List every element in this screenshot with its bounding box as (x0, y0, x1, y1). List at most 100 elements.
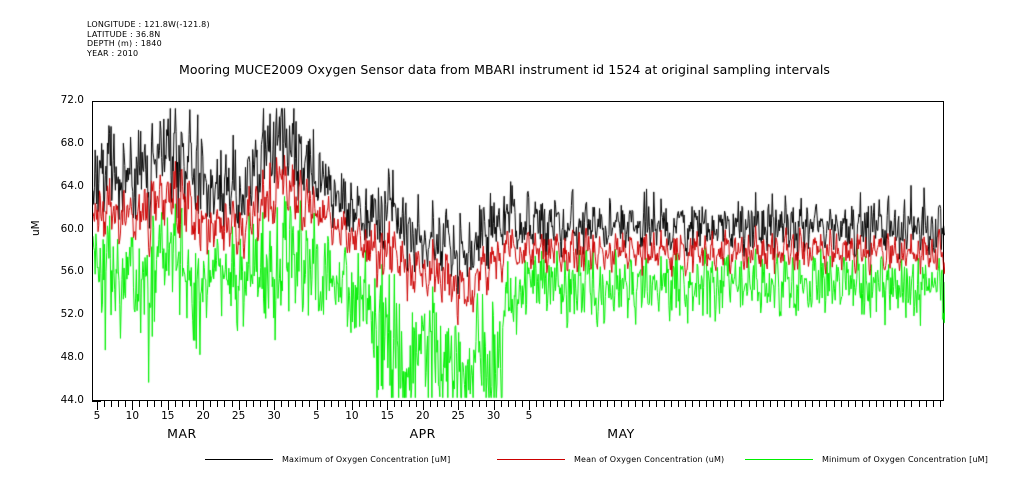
legend-entry: Mean of Oxygen Concentration (uM) (497, 452, 724, 466)
x-minor-tick (245, 401, 247, 407)
x-major-tick (351, 401, 353, 410)
x-minor-tick (840, 401, 842, 407)
x-major-tick (422, 401, 424, 410)
month-label: APR (409, 426, 436, 441)
x-minor-tick (932, 401, 934, 407)
legend-color-swatch (745, 458, 813, 460)
x-major-tick (167, 401, 169, 410)
x-minor-tick (408, 401, 410, 407)
y-tick-label: 56.0 (60, 265, 84, 278)
x-minor-tick (599, 401, 601, 407)
plot-frame (92, 101, 945, 402)
x-minor-tick (288, 401, 290, 407)
chart-legend: Maximum of Oxygen Concentration [uM] Mean… (0, 452, 1009, 468)
x-minor-tick (798, 401, 800, 407)
x-major-tick (274, 401, 275, 410)
x-major-tick (528, 401, 530, 410)
x-tick-label: 20 (196, 410, 210, 422)
y-tick-label: 60.0 (60, 222, 84, 235)
legend-entry: Minimum of Oxygen Concentration [uM] (745, 452, 988, 466)
metadata-year: YEAR : 2010 (87, 48, 139, 58)
x-minor-tick (776, 401, 778, 407)
x-minor-tick (451, 401, 453, 407)
x-minor-tick (139, 401, 141, 407)
x-minor-tick (153, 401, 155, 407)
x-minor-tick (649, 401, 651, 407)
chart-title: Mooring MUCE2009 Oxygen Sensor data from… (178, 62, 831, 77)
x-tick-label: 30 (267, 410, 281, 422)
x-minor-tick (174, 401, 176, 407)
x-minor-tick (925, 401, 927, 407)
x-minor-tick (748, 401, 750, 407)
x-minor-tick (514, 401, 516, 407)
y-axis-tick-labels: 72.0 68.0 64.0 60.0 56.0 52.0 48.0 44.0 (38, 0, 84, 504)
x-minor-tick (628, 401, 630, 407)
x-tick-label: 5 (313, 410, 320, 422)
x-minor-tick (337, 401, 339, 407)
x-minor-tick (344, 401, 346, 407)
x-minor-tick (125, 401, 127, 407)
legend-color-swatch (205, 458, 273, 460)
x-minor-tick (146, 401, 148, 407)
x-minor-tick (854, 401, 856, 407)
metadata-latitude: LATITUDE : 36.8N (87, 29, 161, 39)
x-minor-tick (691, 401, 693, 407)
x-minor-tick (302, 401, 304, 407)
x-minor-tick (210, 401, 212, 407)
station-metadata: LONGITUDE : 121.8W(-121.8) LATITUDE : 36… (87, 20, 210, 58)
x-tick-label: 10 (125, 410, 140, 422)
x-minor-tick (897, 401, 899, 407)
x-minor-tick (741, 401, 743, 407)
x-minor-tick (762, 401, 764, 407)
x-minor-tick (663, 401, 665, 407)
y-tick-label: 72.0 (60, 94, 84, 106)
x-minor-tick (465, 401, 467, 407)
x-minor-tick (868, 401, 870, 407)
legend-color-swatch (497, 458, 565, 460)
x-minor-tick (656, 401, 658, 407)
x-minor-tick (904, 401, 906, 407)
x-minor-tick (564, 401, 566, 407)
x-major-tick (493, 401, 495, 410)
x-tick-label: 15 (380, 410, 395, 422)
x-minor-tick (826, 401, 828, 407)
x-minor-tick (104, 401, 106, 407)
x-minor-tick (231, 401, 233, 407)
x-minor-tick (918, 401, 920, 407)
x-minor-tick (606, 401, 608, 407)
legend-label: Minimum of Oxygen Concentration [uM] (822, 454, 989, 464)
x-minor-tick (217, 401, 219, 407)
x-minor-tick (791, 401, 793, 407)
x-minor-tick (847, 401, 849, 407)
x-minor-tick (805, 401, 807, 407)
x-major-tick (238, 401, 240, 410)
x-minor-tick (160, 401, 162, 407)
x-minor-tick (118, 401, 120, 407)
x-minor-tick (734, 401, 736, 407)
x-minor-tick (769, 401, 771, 407)
x-tick-label: 5 (525, 410, 533, 422)
x-minor-tick (443, 401, 445, 407)
x-minor-tick (783, 401, 785, 407)
x-major-tick (458, 401, 460, 410)
x-minor-tick (592, 401, 594, 407)
metadata-depth: DEPTH (m) : 1840 (87, 39, 162, 49)
x-minor-tick (635, 401, 637, 407)
x-minor-tick (642, 401, 644, 407)
x-tick-label: 20 (416, 410, 430, 422)
y-tick-label: 48.0 (60, 351, 84, 364)
x-minor-tick (266, 401, 268, 407)
x-minor-tick (380, 401, 382, 407)
x-minor-tick (415, 401, 417, 407)
x-minor-tick (670, 401, 672, 407)
x-minor-tick (224, 401, 226, 407)
x-minor-tick (571, 401, 573, 407)
x-minor-tick (196, 401, 198, 407)
x-minor-tick (578, 401, 580, 407)
month-label: MAY (607, 426, 635, 441)
legend-entry: Maximum of Oxygen Concentration [uM] (205, 452, 450, 466)
x-tick-label: 15 (161, 410, 175, 422)
x-minor-tick (479, 401, 481, 407)
x-minor-tick (429, 401, 431, 407)
plot-canvas (93, 102, 945, 402)
